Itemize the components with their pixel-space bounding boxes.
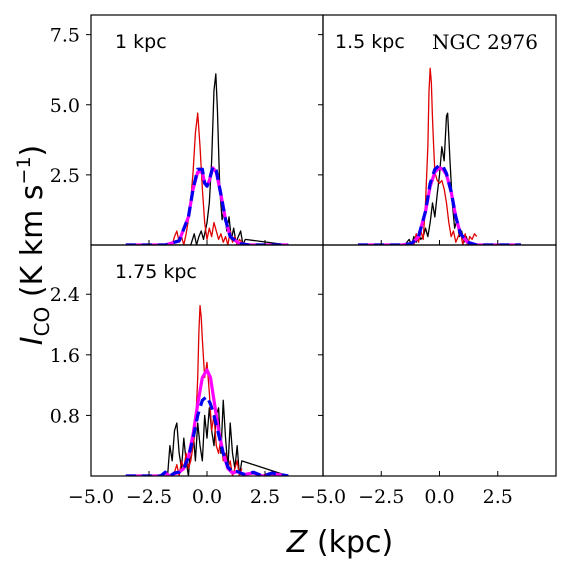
series-line-3 — [125, 368, 289, 476]
y-tick-label: 7.5 — [50, 25, 80, 47]
series-line-1 — [357, 112, 522, 245]
y-axis-subscript: CO — [30, 307, 54, 337]
panels-group: 1 kpc 1.5 kpc 1.75 kpc — [86, 14, 557, 477]
series-line-2 — [125, 304, 243, 476]
panel-1: 1 kpc — [86, 14, 324, 246]
y-tick-label: 2.5 — [50, 165, 80, 187]
y-axis-unit-close: ) — [15, 145, 50, 157]
y-tick-label: 5.0 — [50, 95, 80, 117]
x-axis-title: Z (kpc) — [286, 525, 393, 560]
series-line-1 — [125, 399, 289, 476]
x-tick-labels: −5.0 −2.5 0.0 2.5 −5.0 −2.5 0.0 2.5 — [68, 486, 513, 508]
y-axis-title: ICO (K km s−1) — [13, 145, 54, 346]
x-axis-unit: (kpc) — [307, 525, 393, 560]
panel-label: 1 kpc — [115, 31, 167, 53]
x-tick-label: 0.0 — [424, 486, 454, 508]
panel-4 — [318, 244, 557, 477]
panel-label: 1.75 kpc — [115, 261, 197, 283]
series-line-3 — [125, 166, 289, 245]
x-tick-label: 2.5 — [483, 486, 513, 508]
panel-3: 1.75 kpc — [86, 244, 324, 477]
galaxy-label: NGC 2976 — [432, 30, 538, 54]
y-tick-label: 2.4 — [50, 284, 80, 306]
panel-label: 1.5 kpc — [335, 31, 405, 53]
y-axis-symbol: I — [15, 336, 50, 345]
series-line-1 — [125, 73, 289, 245]
series-line-2 — [357, 67, 478, 245]
x-tick-label: 2.5 — [250, 486, 280, 508]
x-tick-label: −2.5 — [126, 486, 172, 508]
y-tick-labels: 2.5 5.0 7.5 0.8 1.6 2.4 — [50, 25, 80, 428]
x-tick-label: −5.0 — [68, 486, 114, 508]
y-tick-label: 0.8 — [50, 405, 80, 427]
series-line-3 — [357, 166, 522, 245]
panel-2-series — [357, 67, 522, 245]
x-tick-label: −5.0 — [300, 486, 346, 508]
y-axis-exponent: −1 — [13, 156, 35, 184]
series-line-4 — [125, 164, 289, 245]
y-axis-unit: (K km s — [15, 184, 50, 306]
x-tick-label: −2.5 — [358, 486, 404, 508]
x-axis-symbol: Z — [286, 525, 309, 560]
panel-1-series — [125, 73, 289, 245]
x-tick-label: 0.0 — [192, 486, 222, 508]
panel-frame — [322, 244, 557, 477]
y-tick-label: 1.6 — [50, 345, 80, 367]
series-line-4 — [125, 394, 289, 476]
panel-3-series — [125, 304, 289, 476]
panel-2: 1.5 kpc — [318, 14, 557, 246]
